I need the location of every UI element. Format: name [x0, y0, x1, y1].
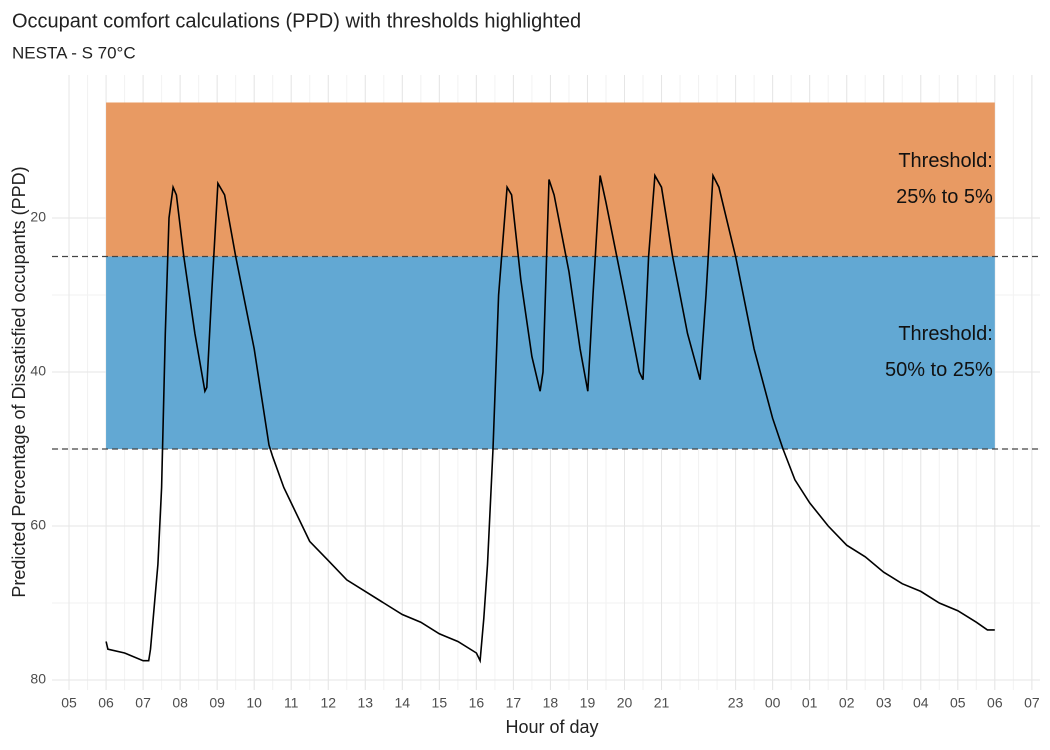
chart-subtitle: NESTA - S 70°C — [12, 43, 136, 62]
x-axis-title: Hour of day — [505, 717, 598, 737]
x-tick-label: 17 — [506, 695, 522, 711]
x-tick-label: 16 — [469, 695, 485, 711]
y-axis-title: Predicted Percentage of Dissatisfied occ… — [9, 166, 29, 597]
x-tick-label: 09 — [209, 695, 225, 711]
x-tick-label: 02 — [839, 695, 855, 711]
y-tick-label: 80 — [30, 671, 46, 687]
x-tick-label: 19 — [580, 695, 596, 711]
x-tick-label: 15 — [432, 695, 448, 711]
x-tick-label: 20 — [617, 695, 633, 711]
x-tick-label: 08 — [172, 695, 188, 711]
x-tick-label: 04 — [913, 695, 929, 711]
x-tick-label: 18 — [543, 695, 559, 711]
x-tick-label: 06 — [987, 695, 1003, 711]
threshold-band — [106, 256, 995, 449]
y-tick-label: 20 — [30, 209, 46, 225]
x-tick-label: 01 — [802, 695, 818, 711]
x-tick-label: 10 — [246, 695, 262, 711]
y-tick-label: 60 — [30, 517, 46, 533]
band-label: Threshold: — [898, 150, 993, 172]
x-tick-label: 06 — [98, 695, 114, 711]
threshold-band — [106, 102, 995, 257]
x-tick-label: 03 — [876, 695, 892, 711]
band-label: 50% to 25% — [885, 359, 993, 381]
x-tick-label: 07 — [135, 695, 151, 711]
band-label: Threshold: — [898, 323, 993, 345]
x-tick-label: 00 — [765, 695, 781, 711]
x-tick-label: 13 — [357, 695, 373, 711]
ppd-line — [105, 172, 995, 664]
x-tick-label: 12 — [320, 695, 336, 711]
y-tick-label: 40 — [30, 363, 46, 379]
x-tick-label: 14 — [395, 695, 411, 711]
x-tick-label: 23 — [728, 695, 744, 711]
x-tick-label: 05 — [61, 695, 77, 711]
x-tick-label: 21 — [654, 695, 670, 711]
x-tick-label: 11 — [284, 695, 299, 711]
x-tick-label: 05 — [950, 695, 966, 711]
x-tick-label: 07 — [1024, 695, 1040, 711]
chart-title: Occupant comfort calculations (PPD) with… — [12, 10, 581, 32]
band-label: 25% to 5% — [896, 186, 993, 208]
